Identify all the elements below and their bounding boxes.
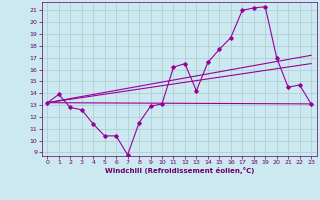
- X-axis label: Windchill (Refroidissement éolien,°C): Windchill (Refroidissement éolien,°C): [105, 167, 254, 174]
